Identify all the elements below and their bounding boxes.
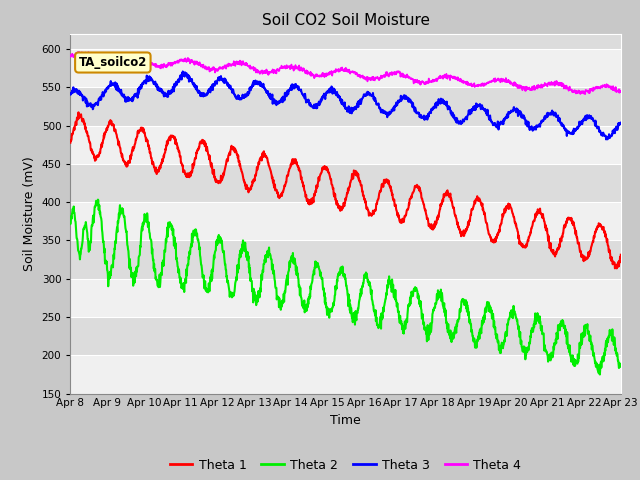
X-axis label: Time: Time <box>330 414 361 427</box>
Bar <box>70 355 621 394</box>
Title: Soil CO2 Soil Moisture: Soil CO2 Soil Moisture <box>262 13 429 28</box>
Bar <box>70 49 621 87</box>
Bar <box>70 279 621 317</box>
Bar <box>70 125 621 164</box>
Bar <box>70 202 621 240</box>
Y-axis label: Soil Moisture (mV): Soil Moisture (mV) <box>23 156 36 271</box>
Text: TA_soilco2: TA_soilco2 <box>79 56 147 69</box>
Legend: Theta 1, Theta 2, Theta 3, Theta 4: Theta 1, Theta 2, Theta 3, Theta 4 <box>165 454 526 477</box>
